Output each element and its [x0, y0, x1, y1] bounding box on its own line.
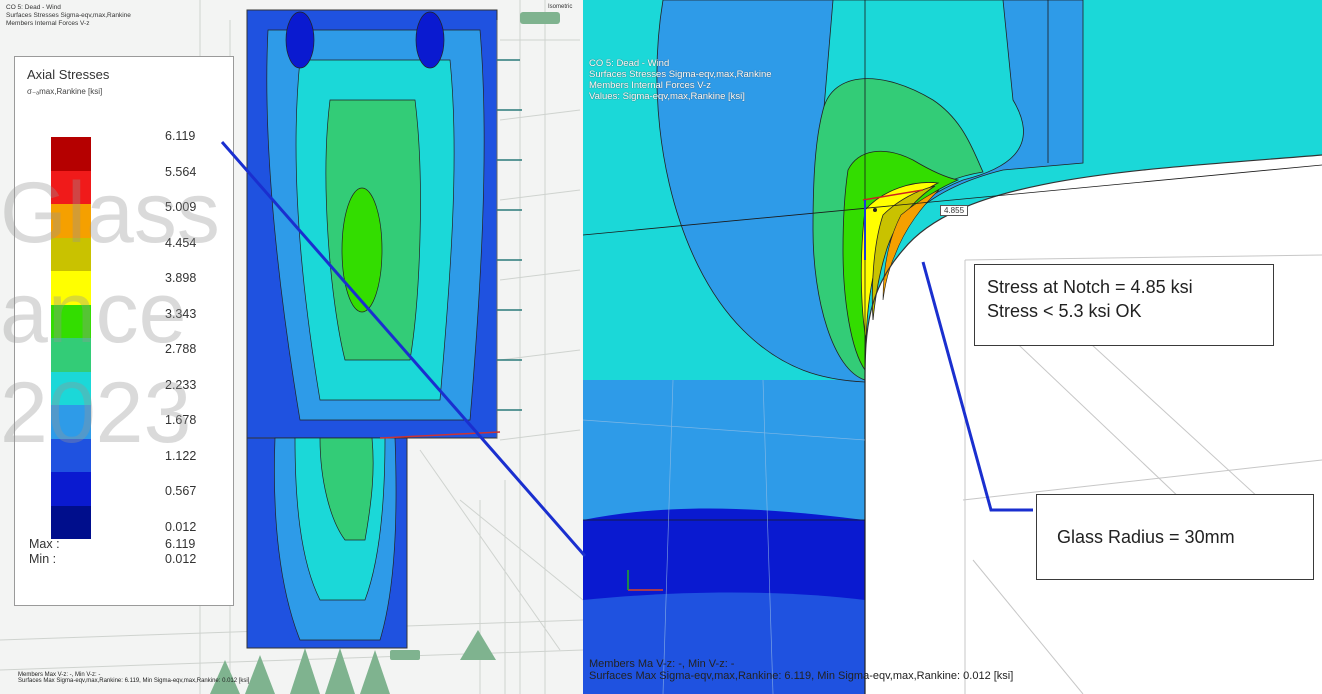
- stress-legend: Axial Stresses σ₋ₐmax,Rankine [ksi] 6.11…: [14, 56, 234, 606]
- watermark-line-2: ance: [0, 265, 187, 361]
- right-zoom-view: CO 5: Dead - Wind Surfaces Stresses Sigm…: [583, 0, 1322, 694]
- left-header-line-1: CO 5: Dead - Wind: [6, 4, 61, 11]
- legend-max-label: Max :: [29, 537, 60, 551]
- right-zoom-graphic: [583, 0, 1322, 694]
- left-header-line-3: Members Internal Forces V-z: [6, 20, 90, 27]
- left-footer-line-2: Surfaces Max Sigma-eqv,max,Rankine: 6.11…: [18, 678, 250, 684]
- legend-tick-label: 3.898: [165, 271, 197, 285]
- watermark-line-3: 2023: [0, 365, 192, 461]
- legend-min-label: Min :: [29, 552, 57, 566]
- glass-radius-text: Glass Radius = 30mm: [1057, 526, 1235, 547]
- watermark-line-1: Glass: [0, 165, 220, 261]
- legend-swatch: [51, 137, 91, 171]
- stress-check-text: Stress < 5.3 ksi OK: [987, 301, 1142, 321]
- legend-tick-label: 1.678: [165, 413, 197, 427]
- legend-tick-label: 3.343: [165, 306, 197, 321]
- right-footer-line-2: Surfaces Max Sigma-eqv,max,Rankine: 6.11…: [589, 670, 1014, 682]
- legend-swatch: [51, 338, 91, 372]
- right-footer-line-1: Members Ma V-z: -, Min V-z: -: [589, 658, 735, 670]
- probe-value-label: 4.855: [940, 205, 969, 216]
- legend-swatch: [51, 438, 91, 472]
- notch-stress-text: Stress at Notch = 4.85 ksi: [987, 277, 1193, 297]
- legend-swatch: [51, 405, 91, 439]
- legend-tick-label: 2.233: [165, 377, 197, 392]
- view-orientation-label: Isometric: [548, 4, 573, 10]
- legend-tick-label: 5.564: [165, 164, 197, 179]
- legend-title: Axial Stresses: [27, 67, 110, 82]
- glass-radius-callout: Glass Radius = 30mm: [1036, 494, 1314, 580]
- legend-tick-label: 0.567: [165, 484, 197, 498]
- right-view-header: CO 5: Dead - Wind Surfaces Stresses Sigm…: [589, 58, 772, 102]
- right-header-line-2: Surfaces Stresses Sigma-eqv,max,Rankine: [589, 69, 772, 80]
- left-header-line-2: Surfaces Stresses Sigma-eqv,max,Rankine: [6, 12, 131, 19]
- legend-swatch: [51, 170, 91, 204]
- right-header-line-1: CO 5: Dead - Wind: [589, 58, 670, 69]
- legend-swatch: [51, 204, 91, 238]
- legend-swatch: [51, 271, 91, 305]
- legend-tick-label: 6.119: [165, 129, 196, 143]
- legend-min-value: 0.012: [165, 552, 197, 566]
- legend-swatch: [51, 237, 91, 271]
- right-header-line-3: Members Internal Forces V-z: [589, 80, 711, 91]
- legend-max-value: 6.119: [165, 537, 196, 551]
- legend-swatch: [51, 371, 91, 405]
- left-footer-line-1: Members Max V-z: -, Min V-z: -: [18, 672, 101, 678]
- legend-tick-label: 2.788: [165, 342, 197, 356]
- legend-tick-label: 5.009: [165, 200, 197, 214]
- right-footer: Members Ma V-z: -, Min V-z: - Surfaces M…: [589, 658, 1013, 682]
- legend-swatch: [51, 505, 91, 539]
- legend-tick-label: 0.012: [165, 519, 197, 534]
- legend-tick-label: 1.122: [165, 448, 197, 463]
- notch-stress-callout: Stress at Notch = 4.85 ksi Stress < 5.3 …: [974, 264, 1274, 346]
- legend-subtitle: σ₋ₐmax,Rankine [ksi]: [27, 87, 103, 96]
- right-header-line-4: Values: Sigma-eqv,max,Rankine [ksi]: [589, 91, 745, 102]
- legend-swatch: [51, 304, 91, 338]
- legend-swatch: [51, 472, 91, 506]
- left-view-header: CO 5: Dead - Wind Surfaces Stresses Sigm…: [6, 4, 131, 28]
- left-footer: Members Max V-z: -, Min V-z: - Surfaces …: [18, 672, 249, 684]
- legend-tick-label: 4.454: [165, 235, 197, 250]
